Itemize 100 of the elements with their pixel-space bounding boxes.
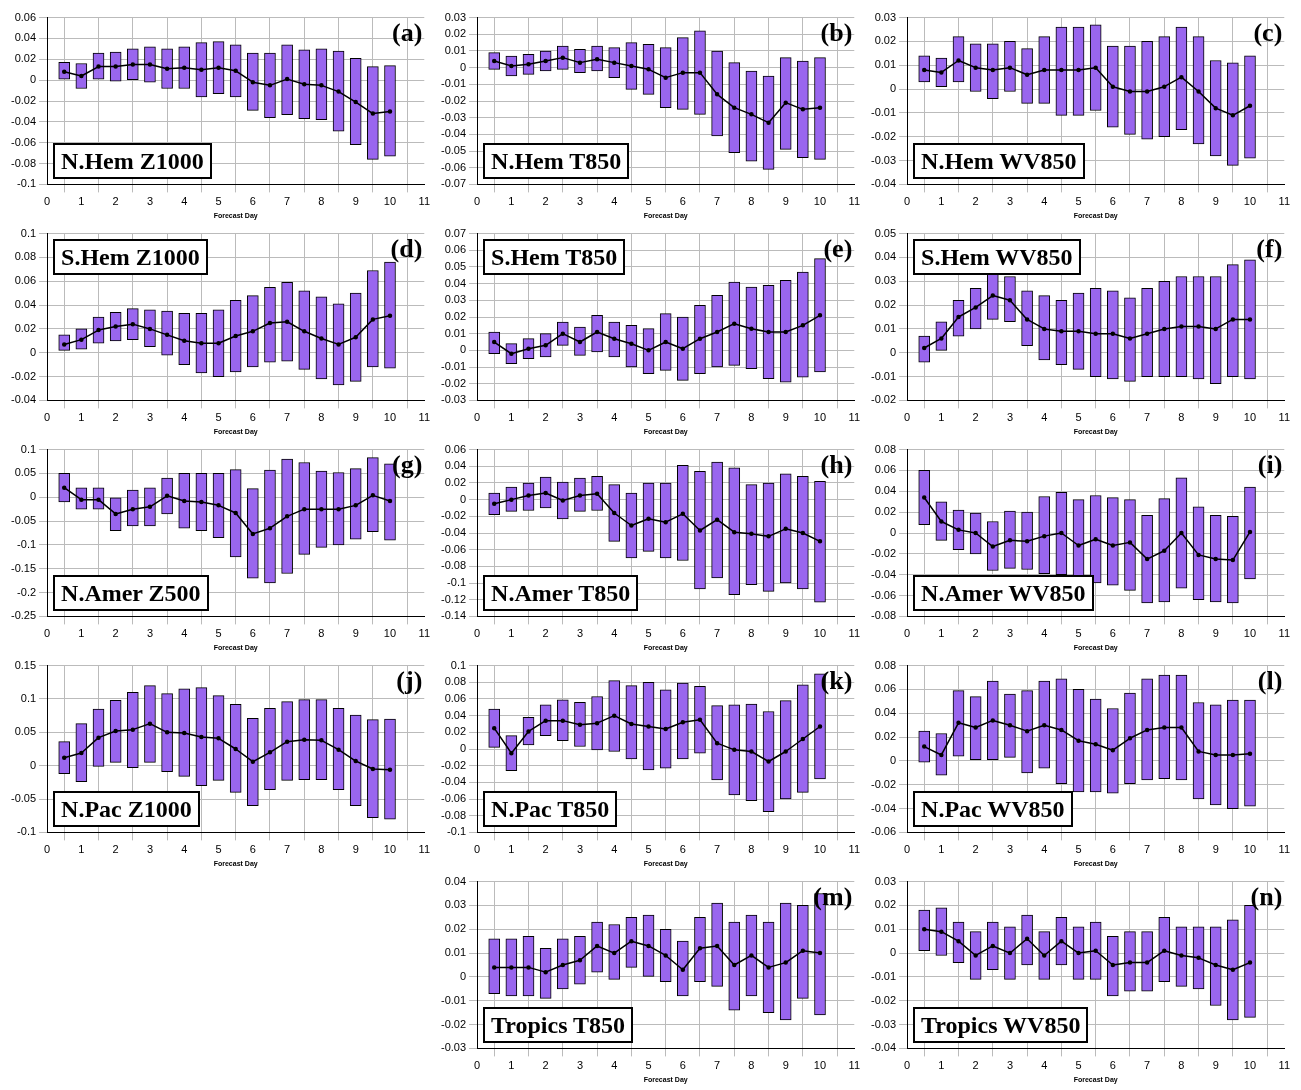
x-tick-label: 8 [318, 627, 325, 640]
x-tick-label: 5 [1075, 195, 1082, 208]
x-tick-label: 7 [1144, 627, 1151, 640]
y-tick-label: -0.02 [440, 509, 467, 522]
x-tick-label: 4 [611, 1059, 618, 1072]
y-tick-label: -0.04 [870, 1041, 897, 1054]
y-tick-label: -0.06 [870, 825, 897, 838]
x-tick-label: 6 [249, 195, 256, 208]
y-tick-label: 0.05 [874, 226, 897, 239]
x-tick-label: 7 [714, 195, 721, 208]
x-tick-label: 1 [78, 411, 85, 424]
y-tick-label: -0.02 [10, 94, 37, 107]
x-tick-label: 8 [1178, 627, 1185, 640]
y-tick-label: -0.08 [870, 609, 897, 622]
x-tick-label: 10 [1243, 843, 1257, 856]
annotation: N.Hem T850 [483, 143, 630, 180]
y-tick-label: -0.02 [440, 758, 467, 771]
x-tick-label: 4 [1041, 843, 1048, 856]
x-tick-label: 5 [645, 411, 652, 424]
x-tick-label: 10 [813, 1059, 827, 1072]
y-tick-label: -0.04 [870, 177, 897, 190]
x-tick-label: 7 [1144, 1059, 1151, 1072]
x-tick-label: 9 [782, 843, 789, 856]
y-tick-label: 0.02 [14, 52, 37, 65]
y-tick-label: 0.06 [444, 442, 467, 455]
x-tick-label: 3 [146, 627, 154, 640]
x-tick-label: 3 [1006, 195, 1014, 208]
y-tick-label: -0.03 [870, 1017, 897, 1030]
x-tick-label: 8 [748, 195, 755, 208]
x-tick-label: 0 [904, 843, 911, 856]
y-tick-label: -0.05 [440, 144, 467, 157]
y-tick-label: 0.03 [444, 898, 467, 911]
x-tick-label: 4 [181, 195, 188, 208]
x-tick-label: 2 [542, 627, 549, 640]
y-tick-label: 0 [459, 742, 467, 755]
x-tick-label: 2 [542, 843, 549, 856]
y-tick-label: 0.02 [444, 475, 467, 488]
x-tick-label: 11 [1278, 627, 1290, 640]
x-tick-label: 8 [318, 411, 325, 424]
x-tick-label: 11 [418, 411, 430, 424]
x-tick-label: 4 [181, 627, 188, 640]
x-tick-label: 11 [418, 843, 430, 856]
y-tick-label: 0.04 [444, 459, 467, 472]
x-tick-label: 11 [1278, 411, 1290, 424]
chart-title: (m) [813, 881, 853, 911]
y-tick-label: 0 [889, 82, 897, 95]
x-tick-label: 11 [418, 627, 430, 640]
x-tick-label: 1 [78, 843, 85, 856]
y-tick-label: 0.06 [14, 274, 37, 287]
annotation: S.Hem WV850 [913, 238, 1081, 275]
x-tick-label: 10 [1243, 1059, 1257, 1072]
x-tick-label: 10 [1243, 411, 1257, 424]
x-tick-label: 11 [1278, 195, 1290, 208]
x-tick-label: 10 [383, 195, 397, 208]
y-tick-label: 0.03 [874, 874, 897, 887]
y-tick-label: 0.06 [444, 243, 467, 256]
chart-title: (c) [1253, 17, 1283, 47]
x-tick-label: 4 [181, 411, 188, 424]
x-tick-label: 9 [1212, 627, 1219, 640]
annotation: Tropics WV850 [913, 1007, 1089, 1044]
x-tick-label: 1 [508, 195, 515, 208]
y-tick-label: 0.05 [14, 466, 37, 479]
x-tick-label: 5 [215, 411, 222, 424]
x-tick-label: 1 [508, 627, 515, 640]
x-tick-label: 11 [418, 195, 430, 208]
x-tick-label: 5 [215, 843, 222, 856]
x-tick-label: 9 [1212, 411, 1219, 424]
chart-title: (l) [1257, 665, 1283, 695]
x-tick-label: 9 [1212, 1059, 1219, 1072]
y-tick-label: 0.03 [874, 274, 897, 287]
y-tick-label: 0.04 [874, 250, 897, 263]
x-tick-label: 6 [249, 627, 256, 640]
y-tick-label: 0.08 [444, 675, 467, 688]
y-tick-label: 0.04 [874, 706, 897, 719]
y-tick-label: 0.15 [14, 658, 37, 671]
x-tick-label: 5 [645, 627, 652, 640]
x-tick-label: 3 [576, 195, 584, 208]
y-tick-label: -0.1 [17, 537, 37, 550]
annotation: N.Hem WV850 [913, 143, 1085, 180]
x-tick-label: 10 [813, 195, 827, 208]
x-tick-label: 3 [576, 627, 584, 640]
x-tick-label: 4 [1041, 1059, 1048, 1072]
x-tick-label: 0 [904, 627, 911, 640]
x-tick-label: 2 [112, 843, 119, 856]
x-tick-label: 1 [508, 1059, 515, 1072]
x-tick-label: 0 [474, 1059, 481, 1072]
x-tick-label: 2 [112, 411, 119, 424]
x-tick-label: 4 [611, 195, 618, 208]
x-tick-label: 7 [1144, 195, 1151, 208]
x-tick-label: 2 [972, 627, 979, 640]
y-tick-label: 0 [29, 758, 37, 771]
chart-title: (e) [823, 233, 853, 263]
annotation: N.Amer Z500 [53, 575, 209, 612]
x-tick-label: 3 [146, 411, 154, 424]
x-tick-label: 2 [972, 1059, 979, 1072]
y-tick-label: 0.06 [874, 682, 897, 695]
annotation: N.Pac T850 [483, 791, 618, 828]
x-tick-label: 8 [318, 843, 325, 856]
y-tick-label: -0.04 [870, 801, 897, 814]
x-tick-label: 11 [1278, 1059, 1290, 1072]
